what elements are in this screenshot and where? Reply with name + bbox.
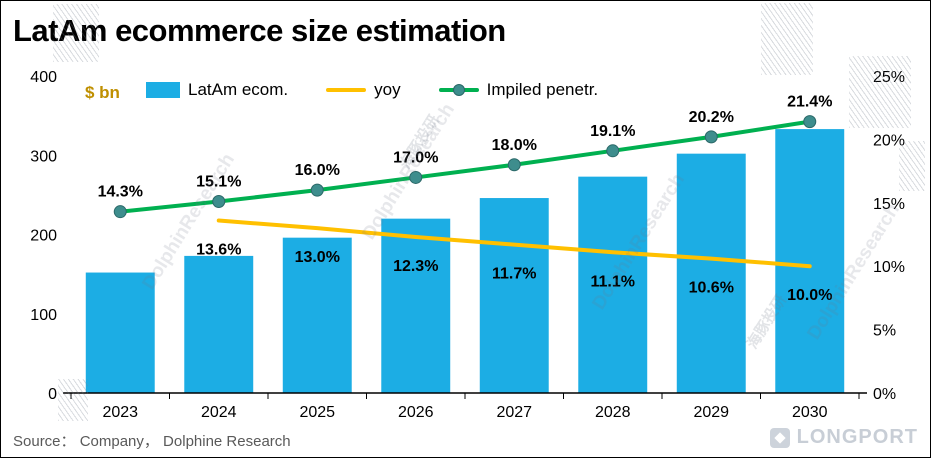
legend-item-penetr: Impiled penetr.	[438, 80, 599, 100]
penetration-marker	[704, 130, 718, 144]
left-axis-tick: 100	[30, 307, 57, 324]
left-axis-tick: 200	[30, 228, 57, 245]
penetration-marker	[409, 170, 423, 184]
legend-swatch-penetr-marker	[452, 84, 465, 96]
longport-logo-text: LONGPORT	[796, 426, 918, 448]
yoy-label: 12.3%	[393, 258, 438, 275]
penetration-marker	[803, 115, 817, 129]
left-axis-tick: 0	[48, 386, 57, 403]
x-axis-label: 2024	[201, 404, 237, 421]
yoy-label: 10.0%	[787, 287, 832, 304]
legend-label-latam: LatAm ecom.	[188, 80, 289, 99]
source-text: Source： Company， Dolphine Research	[13, 433, 291, 450]
longport-logo: LONGPORT	[769, 426, 918, 449]
yoy-label: 11.7%	[492, 266, 536, 283]
penetration-label: 19.1%	[590, 123, 635, 140]
penetration-marker	[310, 183, 324, 197]
bar-2030	[775, 129, 845, 393]
legend: LatAm ecom. yoy Impiled penetr.	[146, 80, 598, 100]
legend-item-latam: LatAm ecom.	[146, 80, 288, 100]
penetration-marker	[606, 144, 620, 158]
bar-2026	[381, 218, 451, 393]
right-axis-tick: 0%	[873, 386, 896, 403]
yoy-label: 11.1%	[591, 273, 635, 290]
penetration-label: 16.0%	[295, 162, 340, 179]
right-axis-tick: 20%	[873, 132, 905, 149]
x-axis-label: 2027	[496, 404, 532, 421]
penetration-marker	[507, 158, 521, 172]
unit-label: $ bn	[85, 83, 120, 102]
penetration-marker	[212, 195, 226, 209]
x-axis-label: 2023	[102, 404, 138, 421]
yoy-label: 13.0%	[295, 249, 340, 266]
penetration-marker	[113, 205, 127, 219]
legend-label-penetr: Impiled penetr.	[486, 80, 599, 99]
x-axis-label: 2029	[693, 404, 729, 421]
right-axis-tick: 25%	[873, 69, 905, 86]
right-axis-tick: 10%	[873, 259, 905, 276]
bar-2024	[184, 255, 254, 393]
yoy-label: 10.6%	[689, 280, 734, 297]
legend-label-yoy: yoy	[374, 80, 401, 99]
x-axis-label: 2025	[299, 404, 335, 421]
legend-swatch-yoy	[326, 88, 367, 92]
penetration-label: 21.4%	[787, 94, 832, 111]
yoy-line	[216, 218, 812, 269]
legend-swatch-penetr	[438, 83, 479, 97]
penetration-label: 20.2%	[689, 109, 734, 126]
x-axis-label: 2028	[595, 404, 631, 421]
x-axis-label: 2030	[792, 404, 828, 421]
right-axis-tick: 5%	[873, 323, 896, 340]
penetration-line	[118, 119, 812, 214]
penetration-label: 17.0%	[393, 149, 438, 166]
longport-logo-icon	[769, 427, 790, 448]
bar-2027	[479, 198, 549, 393]
x-axis-label: 2026	[398, 404, 434, 421]
penetration-label: 15.1%	[196, 174, 241, 191]
left-axis-tick: 300	[30, 148, 57, 165]
bar-2025	[282, 237, 352, 393]
penetration-label: 18.0%	[492, 137, 537, 154]
penetration-label: 14.3%	[98, 184, 143, 201]
legend-item-yoy: yoy	[326, 80, 401, 100]
right-axis-tick: 15%	[873, 196, 905, 213]
bar-2023	[85, 272, 155, 393]
chart-title: LatAm ecommerce size estimation	[13, 13, 506, 48]
left-axis-tick: 400	[30, 69, 57, 86]
bar-2029	[676, 153, 746, 393]
legend-swatch-bar	[146, 82, 180, 98]
yoy-label: 13.6%	[196, 242, 241, 259]
bar-2028	[578, 176, 648, 393]
